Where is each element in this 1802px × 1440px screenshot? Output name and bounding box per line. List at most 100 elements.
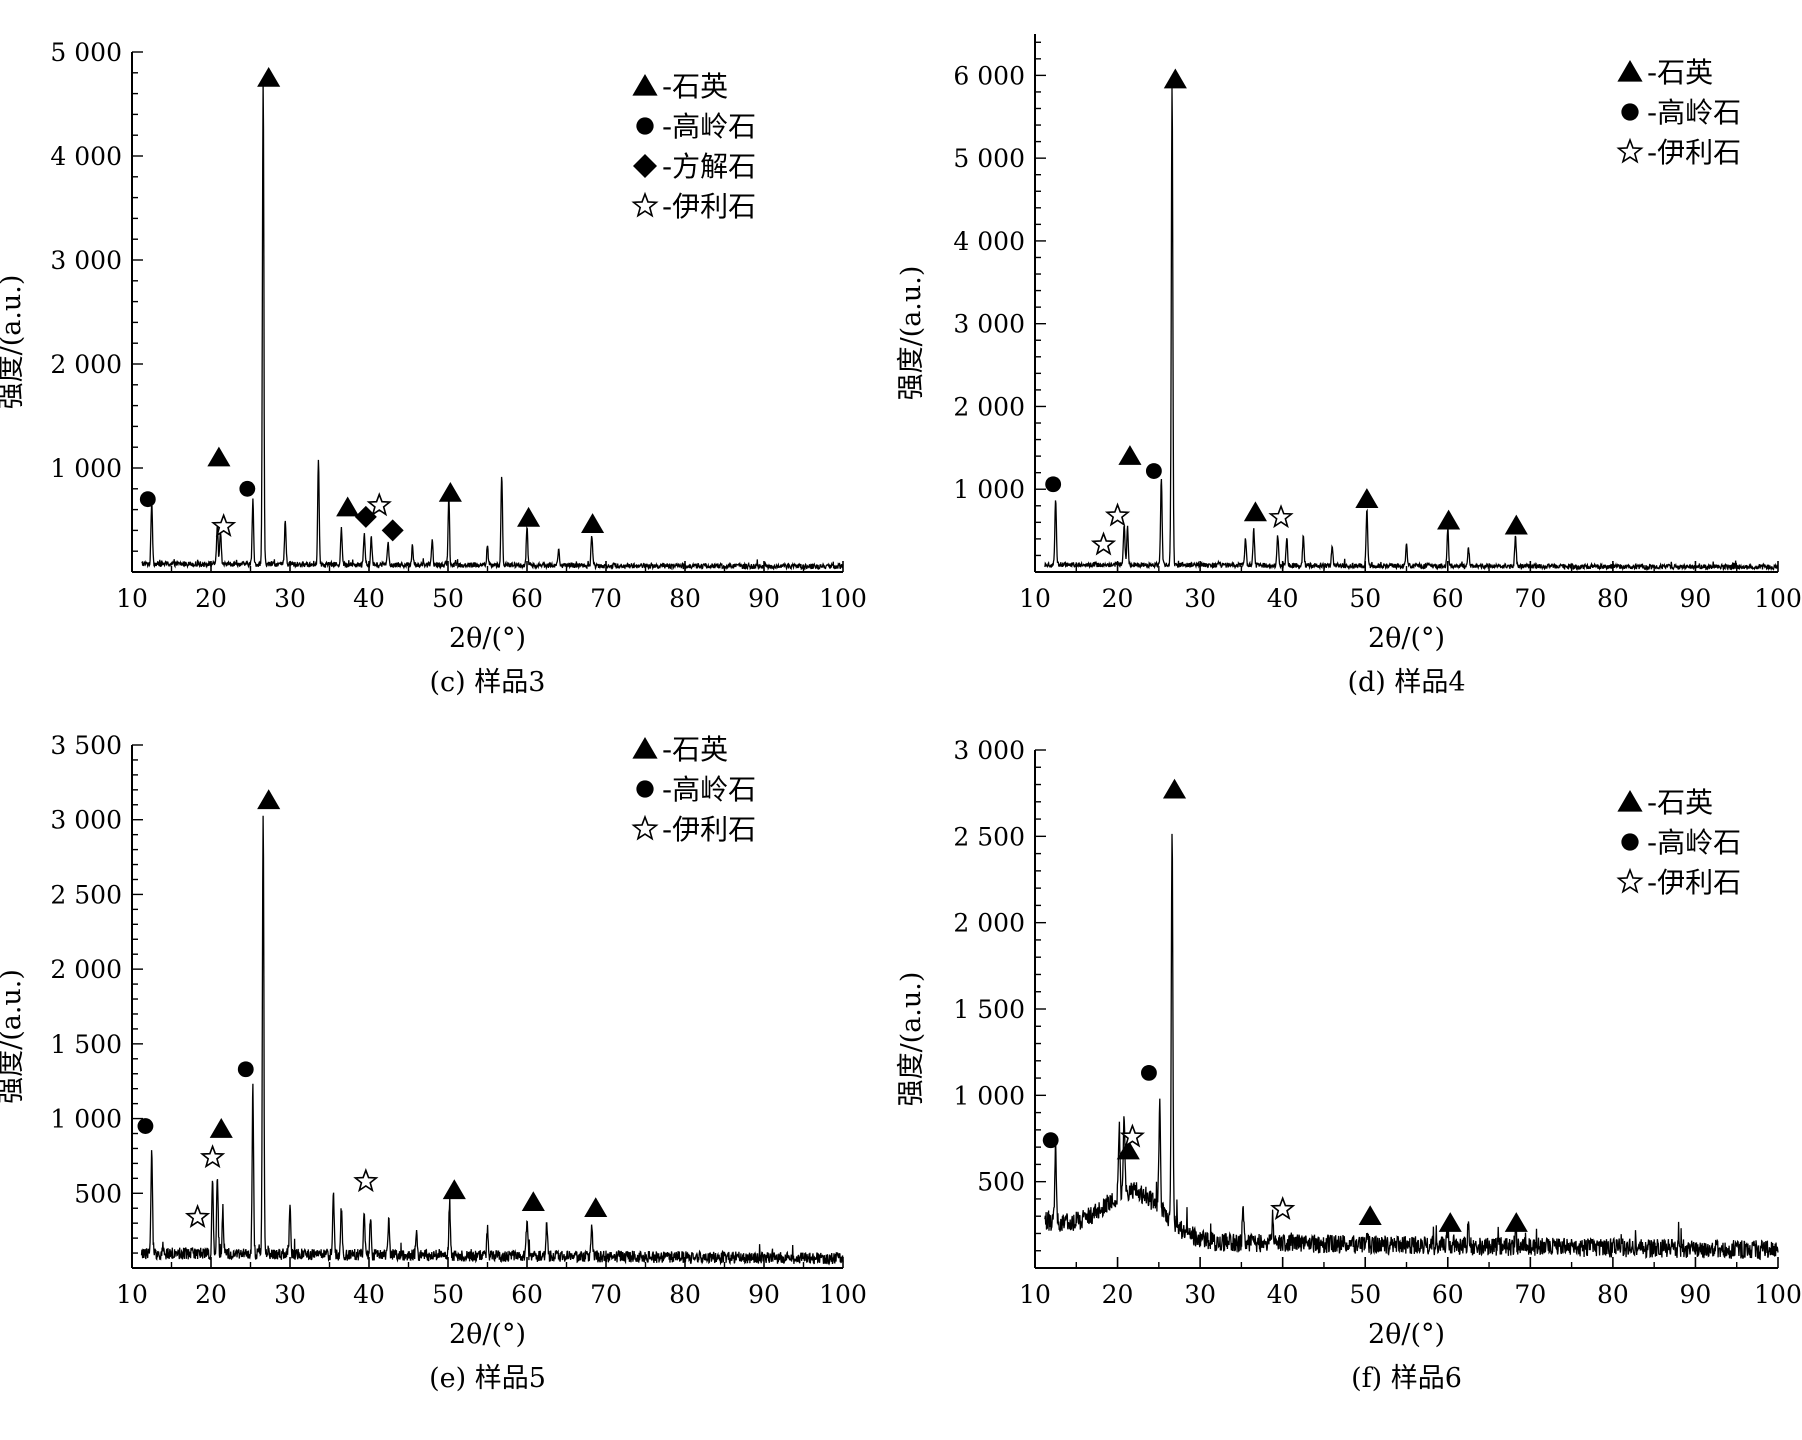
triangle-marker <box>1163 68 1187 89</box>
triangle-marker <box>207 446 231 467</box>
x-tick-label: 40 <box>353 584 385 613</box>
legend-circle-icon <box>1621 103 1639 121</box>
x-tick-label: 70 <box>590 584 622 613</box>
triangle-marker <box>581 513 605 533</box>
star-marker <box>1270 1196 1296 1221</box>
y-tick-label: 3 000 <box>50 246 122 275</box>
x-tick-label: 90 <box>1680 1280 1712 1309</box>
legend-label: -高岭石 <box>1647 826 1741 859</box>
triangle-marker <box>1162 778 1187 799</box>
x-axis-label: 2θ/(°) <box>1368 623 1445 654</box>
y-axis-label: 强度/(a.u.) <box>896 266 927 401</box>
legend-label: -伊利石 <box>662 190 756 223</box>
x-axis-label: 2θ/(°) <box>449 1319 526 1350</box>
triangle-marker <box>257 67 281 87</box>
y-tick-label: 1 000 <box>953 475 1025 504</box>
triangle-marker <box>336 496 360 517</box>
y-tick-label: 500 <box>977 1168 1025 1197</box>
y-tick-label: 500 <box>74 1179 122 1208</box>
star-marker <box>1268 504 1294 529</box>
legend-label: -石英 <box>1647 56 1713 89</box>
circle-marker <box>1045 476 1062 493</box>
chart-panel: 10 20 30 40 50 60 70 80 90 100 500 1 000 1 500 2 000 2… <box>896 736 1802 1394</box>
chart-panel: 10 20 30 40 50 60 70 80 90 100 500 1 000 1 500 2 000 2… <box>0 731 867 1394</box>
triangle-marker <box>521 1191 545 1212</box>
x-tick-label: 30 <box>1184 584 1216 613</box>
diamond-marker <box>381 519 404 542</box>
legend-label: -石英 <box>662 70 728 103</box>
y-tick-label: 5 000 <box>50 38 122 67</box>
legend-label: -伊利石 <box>1647 136 1741 169</box>
legend-label: -方解石 <box>662 150 756 183</box>
x-tick-label: 40 <box>1267 584 1299 613</box>
x-tick-label: 10 <box>116 584 148 613</box>
star-marker <box>353 1168 379 1193</box>
xrd-pattern-line <box>140 815 844 1266</box>
x-tick-label: 10 <box>116 1280 148 1309</box>
legend-label: -高岭石 <box>662 773 756 806</box>
triangle-marker <box>1355 488 1379 508</box>
x-tick-label: 50 <box>1349 1280 1381 1309</box>
x-tick-label: 50 <box>432 1280 464 1309</box>
x-tick-label: 70 <box>1514 1280 1546 1309</box>
star-marker <box>1090 531 1117 556</box>
x-tick-label: 30 <box>274 1280 306 1309</box>
star-marker <box>199 1144 226 1169</box>
y-tick-label: 5 000 <box>953 144 1025 173</box>
y-axis-label: 强度/(a.u.) <box>0 969 27 1104</box>
circle-marker <box>1141 1064 1157 1081</box>
circle-marker <box>137 1118 154 1134</box>
xrd-pattern-line <box>141 81 844 571</box>
x-tick-label: 50 <box>1349 584 1381 613</box>
legend-triangle-icon <box>632 737 658 759</box>
panel-caption: (e) 样品5 <box>429 1363 546 1394</box>
legend-label: -伊利石 <box>1647 866 1741 899</box>
x-tick-label: 40 <box>1267 1280 1299 1309</box>
triangle-marker <box>257 789 281 810</box>
y-tick-label: 3 000 <box>953 736 1025 765</box>
panel-caption: (c) 样品3 <box>430 667 546 698</box>
triangle-marker <box>209 1118 233 1138</box>
y-tick-label: 3 000 <box>953 310 1025 339</box>
x-tick-label: 100 <box>1754 584 1802 613</box>
x-tick-label: 80 <box>669 1280 701 1309</box>
y-tick-label: 4 000 <box>50 142 122 171</box>
legend-label: -石英 <box>662 733 728 766</box>
y-axis-label: 强度/(a.u.) <box>896 972 927 1107</box>
x-tick-label: 90 <box>1680 584 1712 613</box>
x-tick-label: 20 <box>195 584 227 613</box>
x-tick-label: 50 <box>432 584 464 613</box>
x-tick-label: 70 <box>1514 584 1546 613</box>
legend-star-icon <box>1616 137 1644 164</box>
legend-triangle-icon <box>632 74 658 96</box>
y-tick-label: 2 000 <box>50 350 122 379</box>
y-tick-label: 2 500 <box>50 880 122 909</box>
y-tick-label: 2 000 <box>953 909 1025 938</box>
x-axis-label: 2θ/(°) <box>1368 1319 1445 1350</box>
y-tick-label: 2 000 <box>953 392 1025 421</box>
triangle-marker <box>1504 1212 1528 1232</box>
legend-label: -高岭石 <box>662 110 756 143</box>
legend-triangle-icon <box>1617 60 1643 82</box>
chart-panel: 10 20 30 40 50 60 70 80 90 100 1 000 2 000 3 000 4 00… <box>0 38 867 698</box>
x-axis-label: 2θ/(°) <box>449 623 526 654</box>
circle-marker <box>139 491 156 508</box>
x-tick-label: 10 <box>1019 584 1051 613</box>
triangle-marker <box>1118 445 1142 465</box>
y-axis-label: 强度/(a.u.) <box>0 275 27 410</box>
legend-label: -伊利石 <box>662 813 756 846</box>
y-tick-label: 1 000 <box>953 1081 1025 1110</box>
x-tick-label: 90 <box>748 1280 780 1309</box>
x-tick-label: 90 <box>748 584 780 613</box>
legend-circle-icon <box>636 117 654 135</box>
y-tick-label: 1 000 <box>50 1105 122 1134</box>
x-tick-label: 60 <box>1432 584 1464 613</box>
xrd-pattern-line <box>1044 833 1779 1261</box>
x-tick-label: 80 <box>1597 584 1629 613</box>
x-tick-label: 60 <box>1432 1280 1464 1309</box>
circle-marker <box>1042 1132 1059 1149</box>
triangle-marker <box>1437 509 1461 530</box>
x-tick-label: 80 <box>1597 1280 1629 1309</box>
x-tick-label: 60 <box>511 584 543 613</box>
circle-marker <box>239 480 256 497</box>
